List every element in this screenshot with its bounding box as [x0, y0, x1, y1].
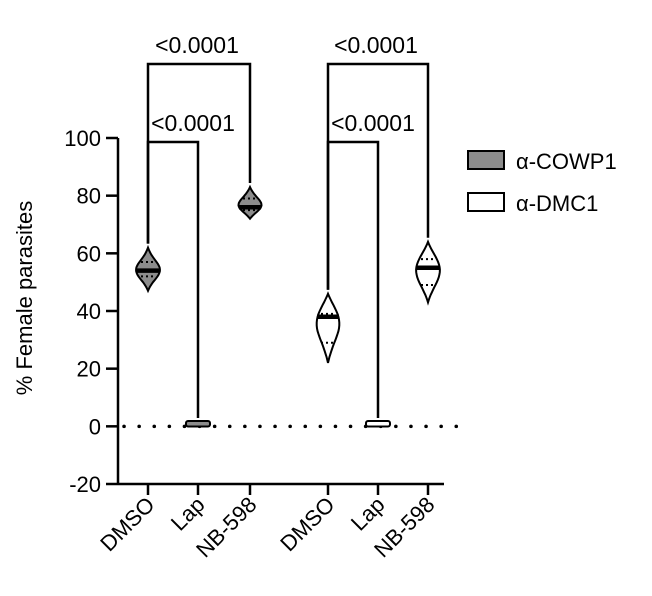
violin-body	[315, 291, 341, 364]
violin-body	[415, 239, 441, 306]
significance-bracket	[326, 62, 430, 290]
y-tick-label: 60	[77, 241, 101, 266]
x-tick-label: DMSO	[95, 492, 159, 556]
violin-0-1	[185, 420, 211, 428]
violin-0-2	[237, 184, 263, 221]
x-tick-label: Lap	[346, 492, 390, 536]
violin-body	[237, 184, 263, 221]
significance-bracket	[146, 62, 252, 244]
legend-label: α-DMC1	[516, 191, 598, 216]
legend-swatch	[467, 192, 505, 212]
violin-1-5	[415, 239, 441, 306]
x-tick-label: Lap	[166, 492, 210, 536]
legend-swatch	[467, 150, 505, 170]
y-axis-title: % Female parasites	[12, 201, 37, 395]
significance-label: <0.0001	[331, 110, 415, 136]
y-tick-label: 20	[77, 357, 101, 382]
y-tick-label: 100	[64, 126, 101, 151]
violin-body	[185, 420, 211, 428]
x-tick-label: DMSO	[275, 492, 339, 556]
violin-0-0	[135, 244, 161, 294]
legend-label: α-COWP1	[516, 149, 617, 174]
violin-1-3	[315, 291, 341, 364]
significance-bracket	[326, 140, 380, 419]
violin-body	[365, 420, 391, 428]
y-tick-label: 80	[77, 184, 101, 209]
y-tick-label: 40	[77, 299, 101, 324]
significance-label: <0.0001	[334, 32, 418, 58]
violin-1-4	[365, 420, 391, 428]
y-tick-label: -20	[69, 472, 101, 497]
significance-label: <0.0001	[151, 110, 235, 136]
significance-label: <0.0001	[155, 32, 239, 58]
y-tick-label: 0	[89, 414, 101, 439]
